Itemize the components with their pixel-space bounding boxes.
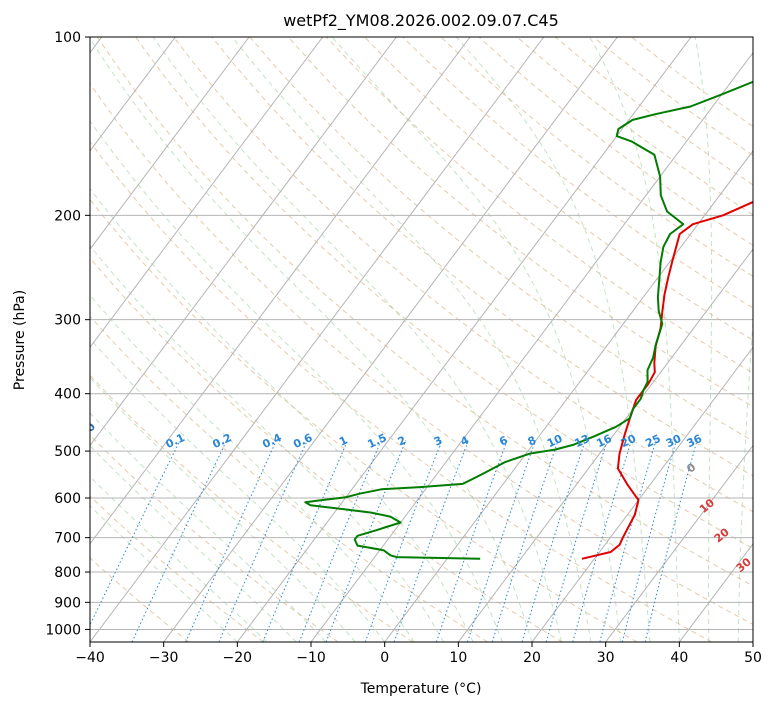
y-axis-label: Pressure (hPa) [12, 290, 28, 390]
mixing-ratio-line [262, 440, 348, 642]
isotherms [90, 37, 753, 642]
x-tick-label: −20 [223, 650, 253, 666]
mixing-ratio-label: 30 [664, 432, 684, 450]
moist-adiabat-line [90, 338, 386, 642]
isotherm-line [163, 37, 618, 642]
moist-adiabat-line [90, 475, 268, 642]
plot-area: -100-90-80-70-60-50-40-30-20-10010203040… [76, 37, 753, 642]
mixing-ratio-line [644, 440, 698, 642]
dry-adiabat-line [90, 257, 563, 642]
moist-adiabat-line [90, 245, 445, 642]
dry-adiabat-line [211, 37, 753, 477]
chart-title: wetPf2_YM08.2026.002.09.07.C45 [283, 11, 559, 31]
mixing-ratio-line [90, 440, 181, 626]
dry-adiabat-line [135, 37, 753, 550]
moist-adiabat-line [589, 37, 680, 642]
moist-adiabat-line [90, 120, 503, 642]
y-tick-label: 700 [54, 531, 81, 547]
moist-adiabat-line [90, 445, 297, 642]
y-tick-label: 1000 [45, 622, 81, 638]
moist-adiabat-line [90, 187, 474, 642]
mixing-ratio-label: 10 [545, 432, 565, 450]
mixing-ratio-label: 13 [572, 432, 591, 450]
y-tick-label: 400 [54, 387, 81, 403]
x-axis-ticks: −40 −30 −20 −10 0 10 20 30 40 50 [75, 642, 762, 666]
mixing-ratio-line [521, 440, 586, 642]
x-tick-label: 0 [380, 650, 389, 666]
profile-lines [304, 80, 753, 560]
dry-adiabat-line [173, 37, 753, 513]
isotherm-line [384, 150, 753, 642]
mixing-ratio-line [621, 440, 677, 642]
mixing-ratio-label: 20 [619, 432, 639, 450]
y-tick-label: 300 [54, 313, 81, 329]
dry-adiabat-line [96, 37, 753, 587]
isotherm-line [90, 37, 176, 152]
x-tick-label: −10 [296, 650, 326, 666]
mixing-ratio-line [491, 440, 559, 642]
y-tick-label: 100 [54, 30, 81, 46]
isotherm-line [90, 37, 471, 545]
dry-adiabat-line [90, 140, 712, 642]
dry-adiabat-line [287, 37, 753, 408]
x-tick-label: 30 [597, 650, 615, 666]
mixing-ratio-line [545, 440, 608, 642]
dry-adiabat-line [364, 37, 753, 341]
dry-adiabats [90, 37, 753, 642]
moist-adiabat-line [90, 412, 327, 642]
plot-frame [89, 36, 754, 643]
moist-adiabat-line [152, 37, 562, 642]
isotherm-line [90, 37, 545, 642]
isotherm-line [90, 37, 250, 250]
isotherm-line [310, 51, 753, 642]
dry-adiabat-line [90, 198, 638, 642]
x-tick-label: −40 [75, 650, 105, 666]
isotherm-line [236, 37, 692, 642]
isotherm-line [457, 248, 753, 642]
dry-adiabat-line [402, 37, 753, 309]
x-tick-label: −30 [149, 650, 179, 666]
x-tick-label: 20 [523, 650, 541, 666]
dry-adiabat-label: -10 [76, 420, 99, 444]
y-tick-label: 800 [54, 565, 81, 581]
y-tick-label: 500 [54, 444, 81, 460]
x-tick-label: 10 [449, 650, 467, 666]
mixing-ratio-lines [90, 440, 698, 642]
mixing-ratio-line [599, 440, 657, 642]
moist-adiabat-line [231, 37, 592, 642]
mixing-ratio-line [393, 440, 469, 642]
dry-adiabat-line [90, 83, 753, 625]
y-tick-label: 900 [54, 595, 81, 611]
dry-adiabat-line [90, 557, 190, 642]
mixing-ratio-line [185, 440, 277, 642]
mixing-ratio-line [572, 440, 632, 642]
mixing-ratio-line [218, 440, 308, 642]
profile-line [304, 80, 753, 560]
isotherm-line [605, 444, 753, 642]
mixing-ratio-label: 36 [685, 432, 705, 450]
mixing-ratio-label: 16 [594, 432, 614, 450]
isotherm-line [90, 37, 397, 447]
moist-adiabat-line [737, 313, 753, 642]
x-tick-label: 50 [744, 650, 762, 666]
isotherm-line [90, 37, 324, 349]
isotherm-line [531, 346, 753, 642]
mixing-ratio-label: 25 [643, 432, 662, 450]
x-axis-label: Temperature (°C) [360, 681, 482, 697]
moist-adiabat-line [456, 37, 651, 642]
mixing-ratio-line [435, 440, 508, 642]
y-tick-label: 600 [54, 491, 81, 507]
y-axis-ticks: 100 200 300 400 500 600 700 800 900 1000 [45, 30, 90, 638]
moist-adiabat-line [90, 377, 356, 642]
dry-adiabat-line [90, 374, 414, 642]
y-tick-label: 200 [54, 208, 81, 224]
x-tick-label: 40 [670, 650, 688, 666]
moist-adiabats [90, 37, 753, 642]
profile-line [581, 200, 753, 560]
moist-adiabat-line [331, 37, 621, 642]
moist-adiabat-line [694, 37, 713, 642]
